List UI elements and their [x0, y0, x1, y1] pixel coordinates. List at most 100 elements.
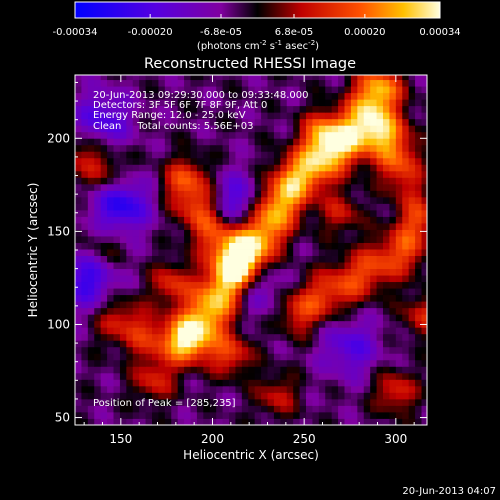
heatmap-cell — [190, 229, 198, 237]
heatmap-cell — [312, 183, 320, 191]
heatmap-cell — [235, 320, 243, 328]
heatmap-cell — [402, 385, 410, 393]
heatmap-cell — [196, 249, 204, 256]
heatmap-cell — [338, 340, 345, 348]
heatmap-cell — [139, 138, 146, 146]
heatmap-cell — [280, 333, 288, 341]
heatmap-cell — [376, 229, 384, 237]
heatmap-cell — [184, 131, 191, 139]
heatmap-cell — [177, 392, 185, 400]
heatmap-cell — [376, 209, 384, 217]
heatmap-cell — [280, 366, 288, 374]
heatmap-cell — [254, 275, 262, 283]
heatmap-cell — [171, 183, 179, 191]
heatmap-cell — [325, 236, 333, 243]
heatmap-cell — [299, 105, 307, 113]
heatmap-cell — [209, 392, 217, 400]
heatmap-cell — [363, 203, 371, 211]
heatmap-cell — [280, 372, 288, 380]
heatmap-cell — [325, 379, 333, 387]
heatmap-cell — [158, 294, 166, 302]
heatmap-cell — [139, 196, 146, 204]
heatmap-cell — [299, 398, 307, 406]
heatmap-cell — [190, 105, 198, 113]
heatmap-cell — [273, 340, 281, 348]
heatmap-cell — [408, 333, 416, 341]
heatmap-cell — [190, 294, 198, 302]
heatmap-cell — [75, 294, 82, 302]
heatmap-cell — [421, 86, 428, 94]
heatmap-cell — [158, 359, 166, 367]
heatmap-cell — [383, 301, 390, 309]
heatmap-cell — [158, 86, 166, 94]
heatmap-cell — [164, 366, 172, 374]
heatmap-cell — [152, 131, 159, 139]
heatmap-cell — [408, 92, 416, 100]
heatmap-cell — [248, 190, 256, 198]
heatmap-cell — [164, 223, 172, 230]
heatmap-cell — [312, 157, 320, 165]
heatmap-cell — [338, 164, 345, 172]
heatmap-cell — [344, 418, 352, 426]
heatmap-cell — [312, 125, 320, 133]
heatmap-cell — [248, 138, 256, 146]
heatmap-cell — [152, 209, 159, 217]
heatmap-cell — [190, 307, 198, 315]
heatmap-cell — [306, 353, 313, 361]
heatmap-cell — [171, 144, 179, 152]
heatmap-cell — [158, 79, 166, 87]
heatmap-cell — [152, 249, 159, 256]
heatmap-cell — [318, 255, 326, 263]
heatmap-cell — [312, 164, 320, 172]
heatmap-cell — [158, 164, 166, 172]
heatmap-cell — [107, 92, 114, 100]
heatmap-cell — [376, 418, 384, 426]
heatmap-cell — [107, 275, 114, 283]
heatmap-cell — [75, 353, 82, 361]
heatmap-cell — [254, 327, 262, 335]
heatmap-cell — [241, 75, 249, 81]
heatmap-cell — [209, 301, 217, 309]
heatmap-cell — [402, 75, 410, 81]
heatmap-cell — [196, 196, 204, 204]
heatmap-cell — [216, 320, 223, 328]
heatmap-cell — [286, 249, 294, 256]
heatmap-cell — [325, 151, 333, 159]
heatmap-cell — [203, 177, 211, 185]
heatmap-cell — [75, 125, 82, 133]
heatmap-cell — [126, 144, 134, 152]
heatmap-cell — [196, 340, 204, 348]
heatmap-cell — [376, 151, 384, 159]
heatmap-cell — [357, 164, 365, 172]
heatmap-cell — [184, 385, 191, 393]
heatmap-cell — [145, 203, 153, 211]
heatmap-cell — [139, 249, 146, 256]
heatmap-cell — [261, 281, 268, 289]
heatmap-cell — [241, 223, 249, 230]
heatmap-cell — [241, 190, 249, 198]
heatmap-cell — [299, 131, 307, 139]
heatmap-cell — [241, 262, 249, 270]
heatmap-cell — [126, 281, 134, 289]
heatmap-cell — [235, 340, 243, 348]
heatmap-cell — [164, 340, 172, 348]
heatmap-cell — [107, 346, 114, 354]
heatmap-cell — [113, 170, 121, 178]
heatmap-cell — [299, 366, 307, 374]
heatmap-cell — [357, 79, 365, 87]
heatmap-cell — [216, 340, 223, 348]
heatmap-cell — [267, 203, 275, 211]
heatmap-cell — [139, 275, 146, 283]
heatmap-cell — [152, 340, 159, 348]
heatmap-cell — [158, 151, 166, 159]
heatmap-cell — [209, 314, 217, 322]
heatmap-cell — [408, 366, 416, 374]
heatmap-cell — [177, 223, 185, 230]
heatmap-cell — [383, 86, 390, 94]
heatmap-cell — [113, 79, 121, 87]
heatmap-cell — [273, 392, 281, 400]
heatmap-cell — [196, 275, 204, 283]
heatmap-cell — [408, 183, 416, 191]
heatmap-cell — [318, 190, 326, 198]
